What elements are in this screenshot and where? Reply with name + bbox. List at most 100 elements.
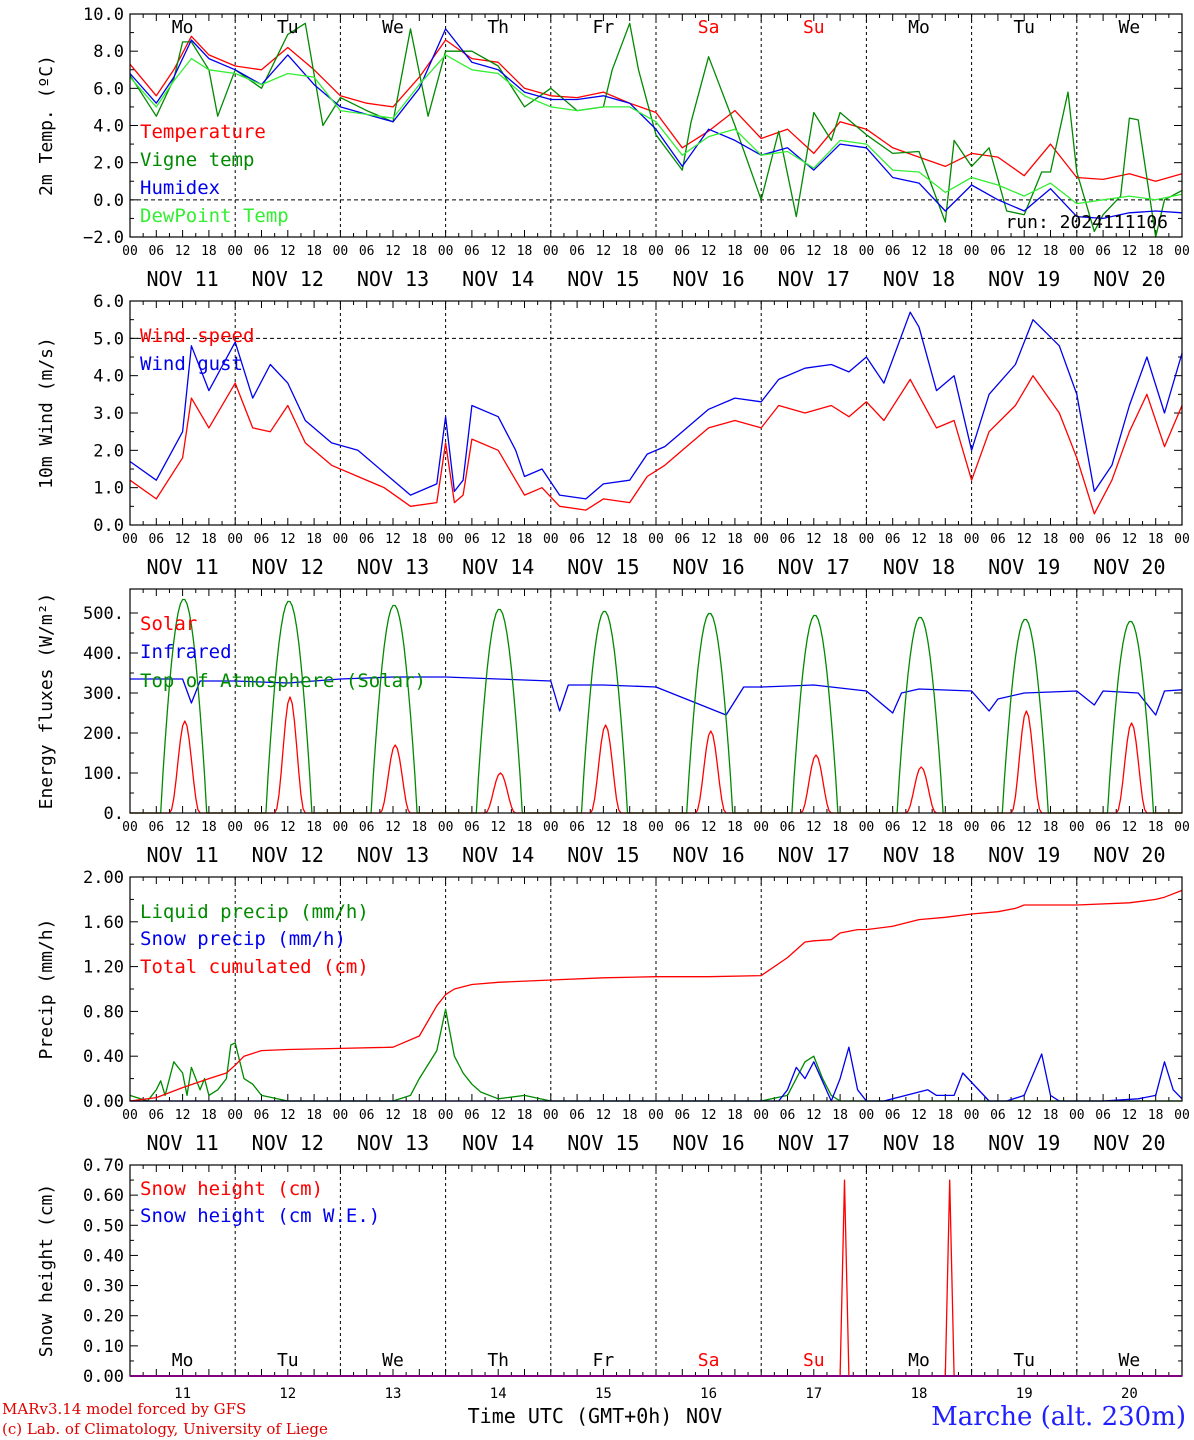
- hour-tick-label: 12: [1016, 1108, 1032, 1123]
- hour-tick-label: 18: [517, 244, 533, 259]
- date-label: NOV 12: [252, 1131, 324, 1155]
- day-number-label: 18: [911, 1386, 928, 1402]
- hour-tick-label: 12: [701, 532, 717, 547]
- hour-tick-label: 12: [385, 820, 401, 835]
- hour-tick-label: 00: [227, 244, 243, 259]
- hour-tick-label: 12: [385, 1108, 401, 1123]
- date-label: NOV 17: [778, 1131, 850, 1155]
- hour-tick-label: 12: [701, 1108, 717, 1123]
- day-of-week-label: Su: [803, 1350, 825, 1371]
- hour-tick-label: 00: [438, 1108, 454, 1123]
- date-label: NOV 20: [1093, 1131, 1165, 1155]
- y-tick-label: −2.0: [83, 228, 124, 248]
- date-label: NOV 12: [252, 267, 324, 291]
- hour-tick-label: 00: [1069, 820, 1085, 835]
- hour-tick-label: 12: [1016, 532, 1032, 547]
- y-tick-label: 100.: [83, 764, 124, 784]
- hour-tick-label: 12: [490, 532, 506, 547]
- hour-tick-label: 06: [569, 820, 585, 835]
- hour-tick-label: 18: [832, 532, 848, 547]
- hour-tick-label: 00: [964, 820, 980, 835]
- hour-tick-label: 06: [148, 532, 164, 547]
- y-tick-label: 1.60: [83, 913, 124, 933]
- day-of-week-label: Mo: [172, 1350, 194, 1371]
- hour-tick-label: 12: [280, 532, 296, 547]
- plot-frame: [129, 300, 1183, 526]
- hour-tick-label: 06: [780, 532, 796, 547]
- hour-tick-label: 06: [359, 820, 375, 835]
- date-label: NOV 14: [462, 267, 534, 291]
- y-axis-label: Energy fluxes (W/m²): [36, 593, 57, 810]
- hour-tick-label: 12: [806, 1108, 822, 1123]
- day-number-label: 12: [279, 1386, 296, 1402]
- day-of-week-label: Fr: [593, 17, 615, 38]
- hour-tick-label: 18: [1148, 1108, 1164, 1123]
- hour-tick-label: 06: [148, 820, 164, 835]
- day-of-week-label: We: [1119, 17, 1141, 38]
- day-of-week-label: Th: [487, 1350, 509, 1371]
- hour-tick-label: 18: [1043, 820, 1059, 835]
- date-label: NOV 20: [1093, 267, 1165, 291]
- legend-entry: Liquid precip (mm/h): [140, 901, 369, 923]
- date-label: NOV 12: [252, 555, 324, 579]
- date-label: NOV 13: [357, 267, 429, 291]
- hour-tick-label: 00: [964, 532, 980, 547]
- hour-tick-label: 06: [254, 820, 270, 835]
- hour-tick-label: 00: [122, 244, 138, 259]
- y-tick-label: 0.40: [83, 1246, 124, 1266]
- hour-tick-label: 18: [832, 820, 848, 835]
- hour-tick-label: 12: [1016, 820, 1032, 835]
- date-label: NOV 12: [252, 843, 324, 867]
- day-of-week-label: Tu: [1013, 1350, 1035, 1371]
- hour-tick-label: 18: [1148, 820, 1164, 835]
- hour-tick-label: 00: [333, 1108, 349, 1123]
- hour-tick-label: 18: [622, 244, 638, 259]
- x-axis-month-label: NOV: [686, 1404, 722, 1428]
- hour-tick-label: 12: [490, 244, 506, 259]
- hour-tick-label: 00: [964, 244, 980, 259]
- hour-tick-label: 18: [622, 820, 638, 835]
- y-tick-label: 10.0: [83, 5, 124, 25]
- legend-entry: Infrared: [140, 641, 232, 663]
- date-label: NOV 18: [883, 555, 955, 579]
- plot-frame: [129, 588, 1183, 814]
- hour-tick-label: 06: [148, 244, 164, 259]
- hour-tick-label: 06: [885, 532, 901, 547]
- day-number-label: 14: [490, 1386, 507, 1402]
- date-label: NOV 13: [357, 843, 429, 867]
- hour-tick-label: 18: [937, 820, 953, 835]
- hour-tick-label: 18: [201, 532, 217, 547]
- hour-tick-label: 00: [1069, 532, 1085, 547]
- hour-tick-label: 18: [832, 1108, 848, 1123]
- hour-tick-label: 06: [569, 1108, 585, 1123]
- hour-tick-label: 12: [175, 532, 191, 547]
- hour-tick-label: 00: [122, 1108, 138, 1123]
- hour-tick-label: 18: [937, 1108, 953, 1123]
- hour-tick-label: 06: [569, 532, 585, 547]
- date-label: NOV 17: [778, 843, 850, 867]
- plot-frame: [129, 13, 1183, 238]
- date-label: NOV 20: [1093, 555, 1165, 579]
- hour-tick-label: 00: [122, 532, 138, 547]
- hour-tick-label: 00: [227, 532, 243, 547]
- hour-tick-label: 18: [517, 532, 533, 547]
- date-label: NOV 19: [988, 1131, 1060, 1155]
- legend-entry: Total cumulated (cm): [140, 956, 369, 978]
- y-tick-label: 6.0: [93, 79, 124, 99]
- hour-tick-label: 00: [333, 820, 349, 835]
- y-tick-label: 8.0: [93, 42, 124, 62]
- y-tick-label: 0.30: [83, 1277, 124, 1297]
- y-axis-label: 10m Wind (m/s): [36, 337, 57, 489]
- y-tick-label: 2.0: [93, 441, 124, 461]
- hour-tick-label: 00: [227, 820, 243, 835]
- legend-entry: Solar: [140, 613, 197, 635]
- day-of-week-label: Fr: [593, 1350, 615, 1371]
- hour-tick-label: 18: [832, 244, 848, 259]
- hour-tick-label: 00: [1174, 532, 1190, 547]
- hour-tick-label: 12: [385, 532, 401, 547]
- hour-tick-label: 06: [674, 820, 690, 835]
- hour-tick-label: 06: [464, 1108, 480, 1123]
- hour-tick-label: 12: [911, 532, 927, 547]
- hour-tick-label: 12: [701, 244, 717, 259]
